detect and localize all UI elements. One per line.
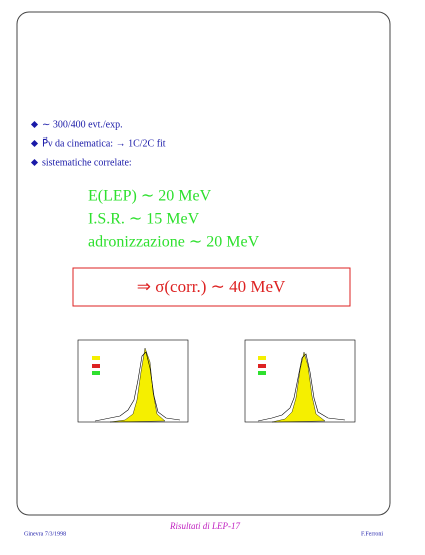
plot-fill [271,351,326,423]
bullet-icon [30,120,39,129]
footer-left: Ginevra 7/3/1998 [24,531,66,537]
legend-swatch [92,371,100,375]
result: ⇒ σ(corr.) ∼ 40 MeV [137,277,286,296]
legend-swatch [258,356,266,360]
systematic: E(LEP) ∼ 20 MeV [88,188,212,205]
plot-frame [244,339,356,423]
plot-frame [77,339,189,423]
bullet: P⃗ν da cinematica: → 1C/2C fit [42,136,166,149]
bullet: ∼ 300/400 evt./exp. [42,119,123,130]
plot-data [94,351,181,422]
plot-left [77,339,189,423]
slide-frame [16,11,391,516]
footer-center: Risultati di LEP-17 [169,521,241,531]
bullet-icon [30,139,39,148]
bullet-list: ∼ 300/400 evt./exp. P⃗ν da cinematica: →… [30,119,166,168]
bullet: sistematiche correlate: [42,157,132,168]
systematic: adronizzazione ∼ 20 MeV [88,234,260,251]
systematic: I.S.R. ∼ 15 MeV [88,211,200,228]
legend-swatch [92,356,100,360]
legend-swatch [92,364,100,368]
plot-data [257,353,346,422]
plot-right [244,339,356,423]
footer-right: F.Ferroni [361,531,383,537]
result-box [72,267,351,307]
legend-swatch [258,371,266,375]
plot-fill [109,347,166,423]
legend-swatch [258,364,266,368]
bullet-icon [30,158,39,167]
